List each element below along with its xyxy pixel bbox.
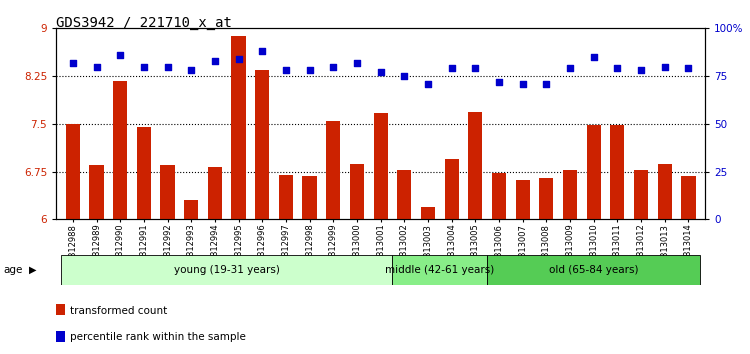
Bar <box>445 159 459 219</box>
Point <box>493 79 505 85</box>
Point <box>564 65 576 71</box>
Bar <box>66 124 80 219</box>
Text: percentile rank within the sample: percentile rank within the sample <box>70 332 246 342</box>
Point <box>161 64 173 69</box>
Point <box>682 65 694 71</box>
Point <box>635 68 647 73</box>
Text: transformed count: transformed count <box>70 306 167 316</box>
Point <box>304 68 316 73</box>
Point <box>232 56 244 62</box>
Text: middle (42-61 years): middle (42-61 years) <box>386 265 494 275</box>
Point <box>256 48 268 54</box>
Bar <box>255 70 269 219</box>
Point <box>375 69 387 75</box>
Bar <box>113 81 128 219</box>
Bar <box>586 125 601 219</box>
Point <box>280 68 292 73</box>
Bar <box>681 176 695 219</box>
Bar <box>658 164 672 219</box>
Bar <box>279 175 293 219</box>
Text: ▶: ▶ <box>28 265 36 275</box>
Bar <box>374 113 388 219</box>
Bar <box>515 180 529 219</box>
Text: young (19-31 years): young (19-31 years) <box>174 265 280 275</box>
Bar <box>539 178 554 219</box>
Bar <box>392 255 488 285</box>
Point <box>398 73 410 79</box>
Bar <box>398 170 412 219</box>
Point <box>67 60 79 65</box>
Bar <box>136 127 151 219</box>
Point <box>446 65 458 71</box>
Bar <box>232 36 246 219</box>
Point <box>351 60 363 65</box>
Point <box>209 58 221 64</box>
Bar <box>89 165 104 219</box>
Point <box>422 81 434 87</box>
Bar <box>563 170 578 219</box>
Point <box>138 64 150 69</box>
Point <box>114 52 126 58</box>
Text: age: age <box>4 265 23 275</box>
Text: old (65-84 years): old (65-84 years) <box>549 265 638 275</box>
Bar <box>492 173 506 219</box>
Bar <box>184 200 198 219</box>
Point <box>470 65 482 71</box>
Bar <box>326 121 340 219</box>
Point <box>658 64 670 69</box>
Point <box>611 65 623 71</box>
Point <box>327 64 339 69</box>
Bar <box>208 167 222 219</box>
Bar <box>488 255 700 285</box>
Point <box>588 54 600 60</box>
Text: GDS3942 / 221710_x_at: GDS3942 / 221710_x_at <box>56 16 232 30</box>
Bar <box>160 165 175 219</box>
Point <box>540 81 552 87</box>
Bar <box>634 170 648 219</box>
Point <box>517 81 529 87</box>
Bar <box>610 125 625 219</box>
Bar <box>350 164 364 219</box>
Bar <box>468 113 482 219</box>
Point <box>185 68 197 73</box>
Bar <box>421 207 435 219</box>
Bar <box>302 176 316 219</box>
Point <box>91 64 103 69</box>
Bar <box>61 255 392 285</box>
